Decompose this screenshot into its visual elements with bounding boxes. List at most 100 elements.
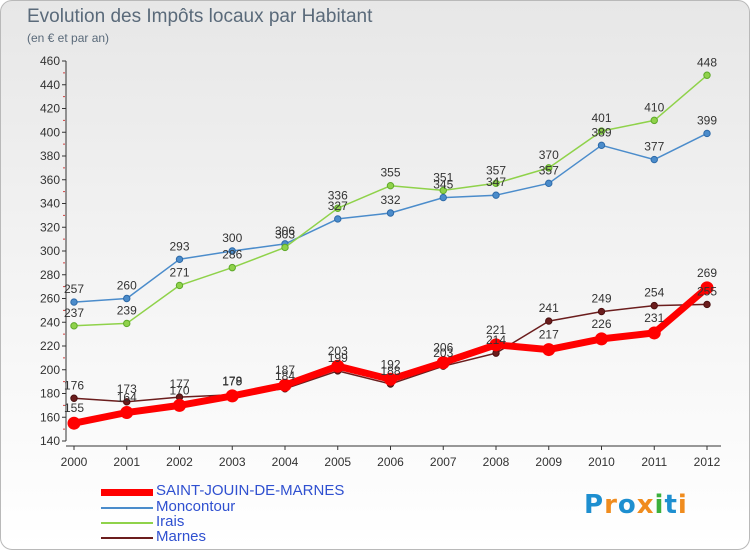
data-label: 226 [591,317,611,331]
legend-swatch [101,522,153,524]
x-tick-label: 2000 [61,455,88,469]
data-point [545,179,553,188]
data-point [70,394,78,402]
data-label: 221 [486,323,506,337]
data-label: 177 [169,377,189,391]
data-point [173,398,186,412]
data-label: 187 [275,363,295,377]
data-point [542,343,556,357]
data-label: 401 [591,111,611,125]
x-tick-label: 2005 [324,455,351,469]
chart-title: Evolution des Impôts locaux par Habitant [27,6,373,27]
data-point [650,301,658,310]
data-point [703,129,711,138]
data-label: 237 [64,306,84,320]
data-point [436,356,450,370]
x-tick-label: 2001 [113,455,140,469]
data-label: 255 [697,284,717,298]
data-point [331,359,345,373]
data-label: 357 [539,163,559,177]
logo-letter: P [584,490,605,520]
data-label: 178 [222,374,242,388]
y-tick-label: 300 [40,244,60,258]
y-tick-label: 140 [40,434,60,448]
data-label: 214 [486,333,506,347]
y-tick-label: 200 [40,363,60,377]
data-label: 300 [222,231,242,245]
data-label: 410 [644,100,664,114]
logo-letter: i [654,490,665,520]
x-tick-label: 2007 [430,455,457,469]
proxiti-logo: Proxiti [584,490,688,520]
x-tick-label: 2010 [588,455,615,469]
data-label: 347 [486,175,506,189]
x-tick-label: 2011 [641,455,667,469]
data-point [386,209,395,217]
data-label: 164 [117,391,137,405]
data-label: 217 [539,328,559,342]
data-label: 355 [380,166,400,180]
data-point [228,247,236,255]
data-point [545,164,553,172]
data-point [123,294,131,303]
data-point [597,141,606,150]
data-label: 179 [222,375,242,389]
data-point [703,300,711,309]
data-label: 199 [328,351,348,365]
data-label: 370 [539,148,559,162]
series-line-saint-jouin-de-marnes [73,285,710,427]
data-label: 257 [64,282,84,296]
data-label: 271 [169,265,189,279]
data-label: 351 [433,170,453,184]
data-label: 206 [433,341,453,355]
data-point [228,263,236,272]
data-point [123,319,131,328]
y-tick-label: 220 [40,339,60,353]
data-point [175,281,184,290]
data-label: 188 [380,364,400,378]
logo-letter: x [636,490,655,520]
chart-subtitle: (en € et par an) [27,31,110,45]
data-label: 203 [328,344,348,358]
data-label: 389 [591,125,611,139]
logo-letter: t [664,490,678,520]
x-tick-label: 2012 [694,455,721,469]
data-point [439,186,447,195]
logo-letter: r [604,490,618,520]
legend-label: Irais [156,513,185,530]
y-tick-label: 240 [40,315,60,329]
data-point [225,389,239,403]
x-tick-label: 2002 [166,455,193,469]
legend-swatch [101,537,153,539]
axes: 140 160 180 200 220 240 260 280 300 320 340 360 380 4… [40,54,721,469]
data-point [123,398,131,406]
data-point [597,307,606,316]
data-label: 306 [275,224,295,238]
data-point [334,204,342,212]
data-point [334,215,342,223]
data-label: 303 [275,227,295,241]
data-label: 332 [380,193,400,207]
data-point [492,179,500,188]
data-label: 192 [380,357,400,371]
data-label: 336 [328,188,348,202]
data-point [384,372,397,386]
data-label: 241 [539,301,559,315]
legend-swatch [101,507,153,509]
data-labels: 155 164 170 178 187 203 192 206 221 217 226 231 269 2… [64,55,717,415]
y-tick-label: 340 [40,197,60,211]
data-label: 448 [697,55,717,69]
legend-label: SAINT-JOUIN-DE-MARNES [156,482,345,499]
data-point [545,317,553,325]
y-tick-label: 260 [40,292,60,306]
data-point [489,338,503,352]
data-label: 176 [64,378,84,392]
y-tick-label: 420 [40,102,60,116]
data-point [175,255,184,264]
x-tick-label: 2003 [219,455,246,469]
data-label: 260 [117,279,137,293]
series-lines [67,71,714,430]
data-point [597,127,606,135]
